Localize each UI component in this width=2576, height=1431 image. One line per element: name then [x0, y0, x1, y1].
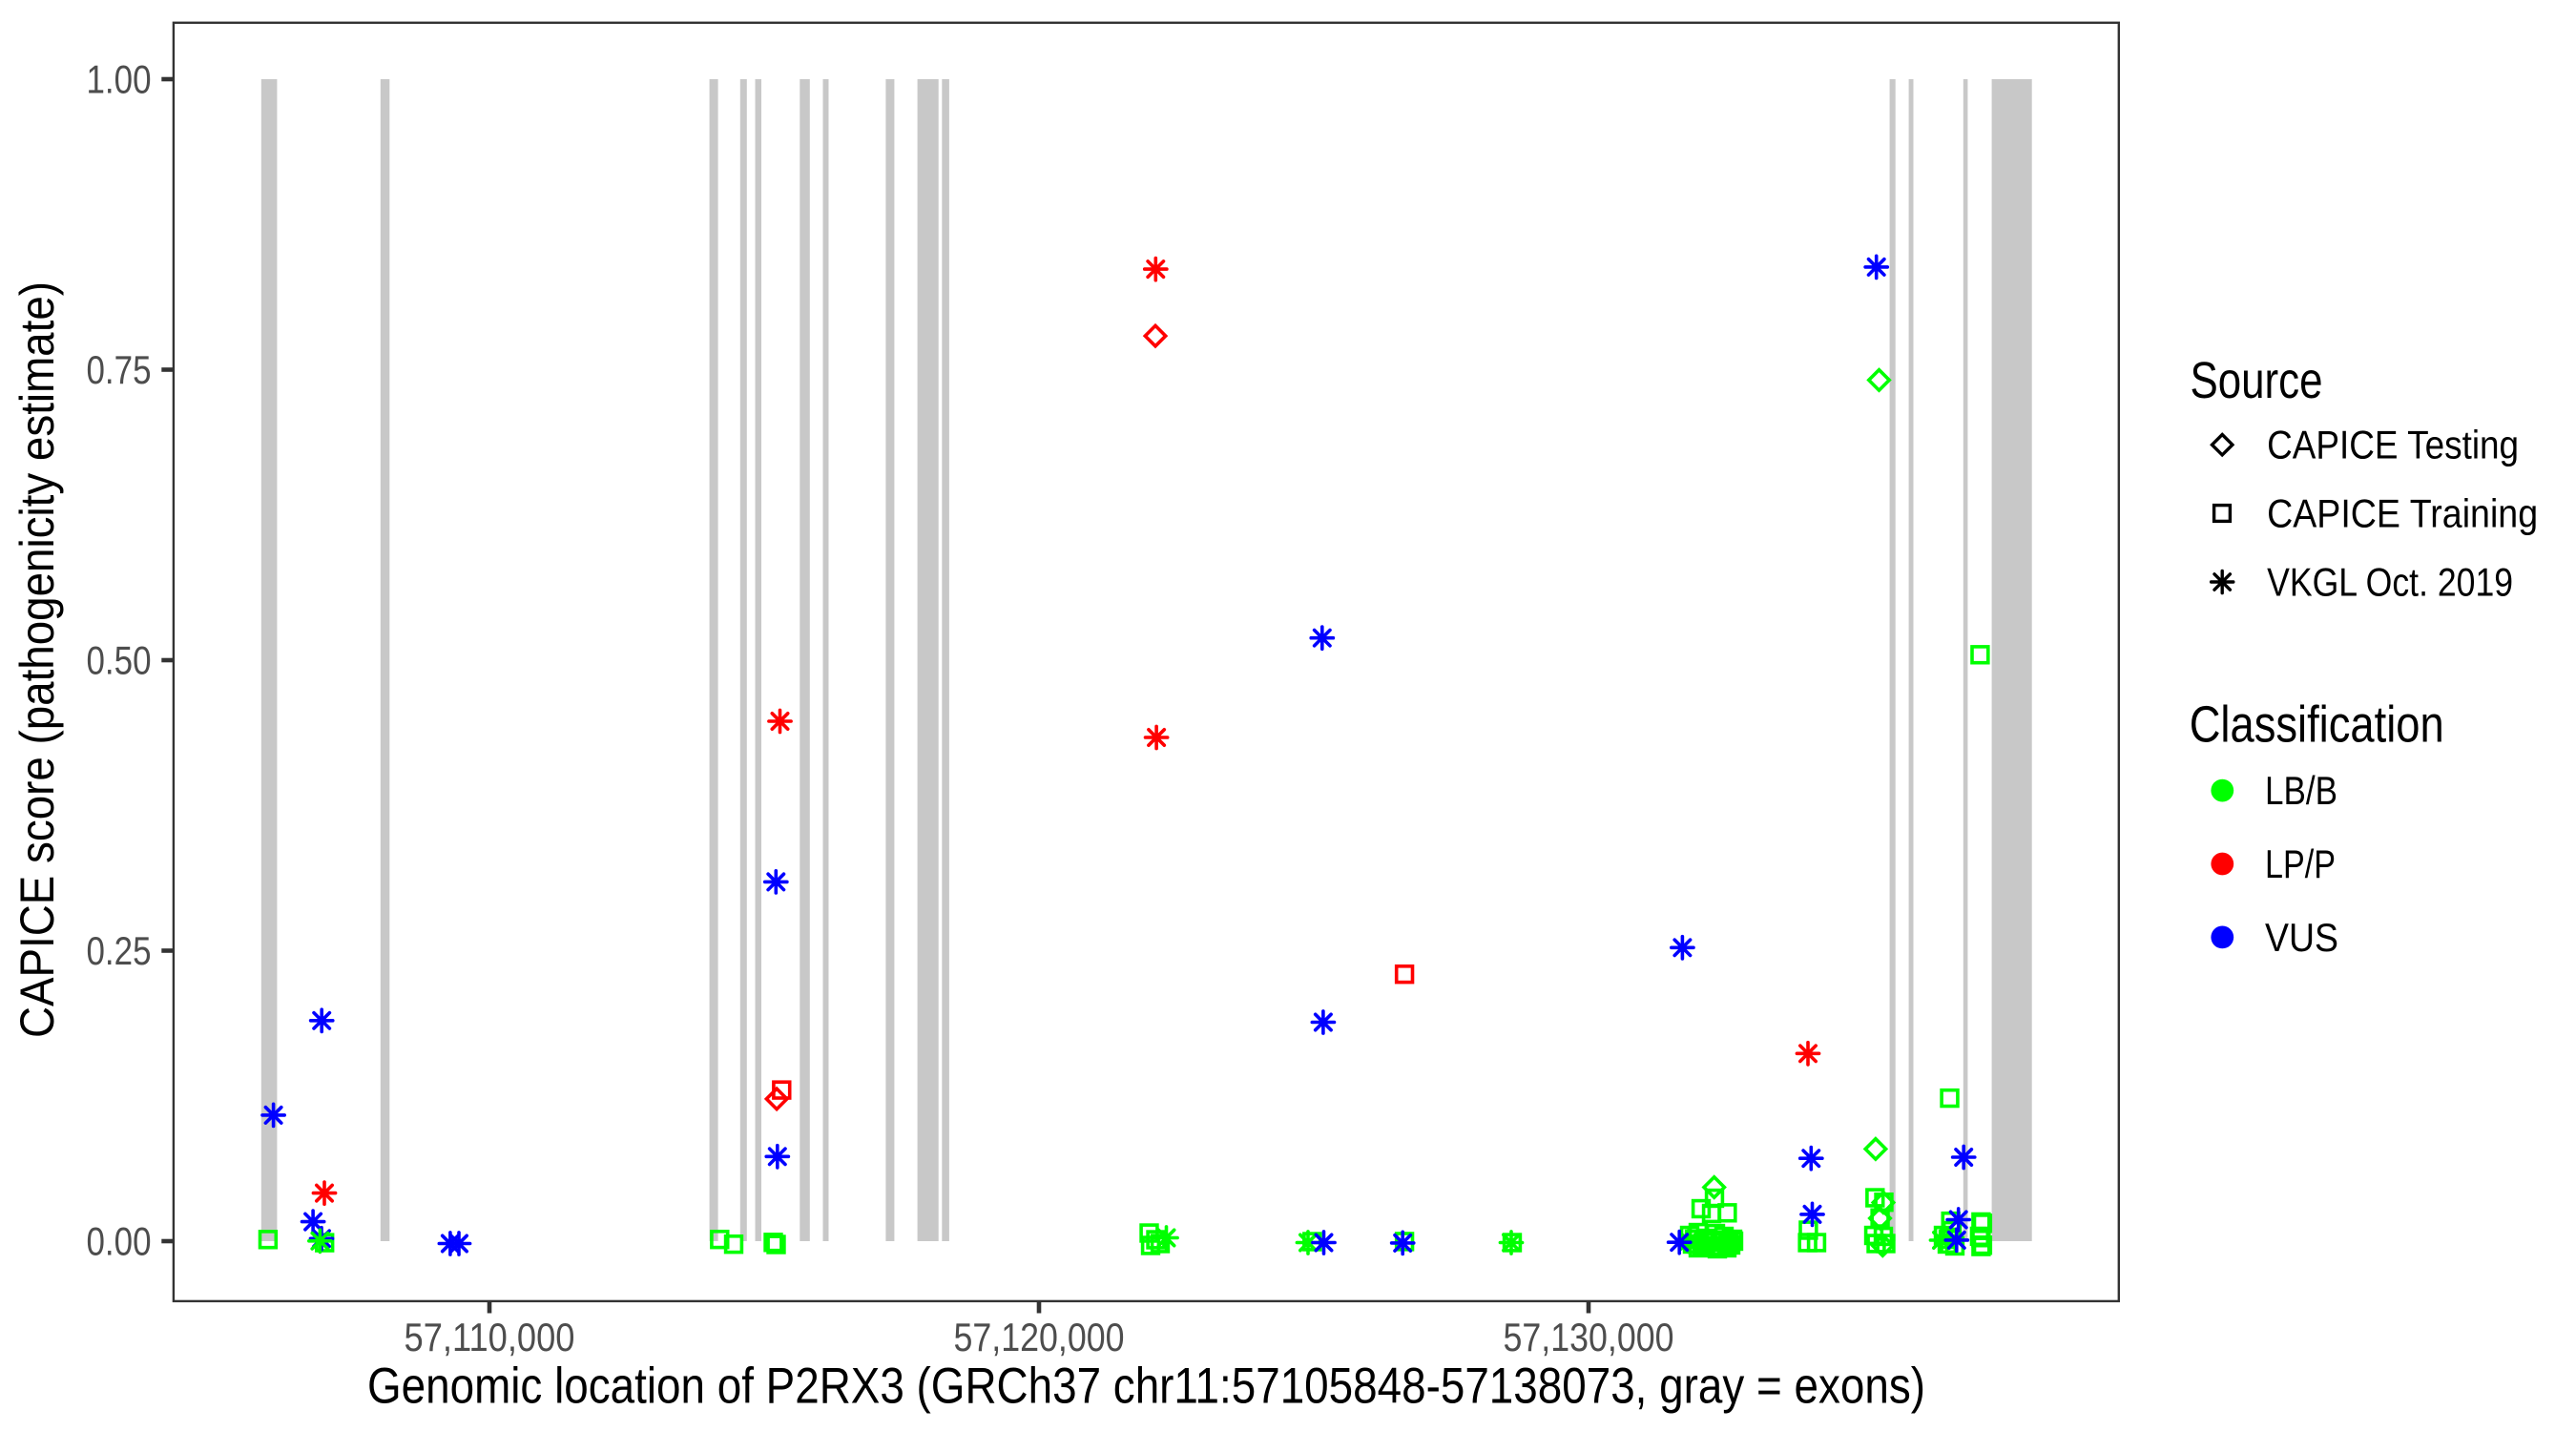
svg-text:0.00: 0.00 — [87, 1219, 152, 1264]
svg-text:LB/B: LB/B — [2265, 768, 2337, 813]
svg-text:0.50: 0.50 — [87, 638, 152, 683]
svg-text:Source: Source — [2191, 352, 2323, 409]
svg-text:VKGL Oct. 2019: VKGL Oct. 2019 — [2267, 560, 2513, 605]
svg-text:57,110,000: 57,110,000 — [405, 1315, 575, 1359]
svg-text:Genomic location of P2RX3 (GRC: Genomic location of P2RX3 (GRCh37 chr11:… — [367, 1358, 1925, 1414]
svg-text:57,130,000: 57,130,000 — [1504, 1315, 1674, 1359]
svg-text:0.75: 0.75 — [87, 347, 152, 392]
svg-text:Classification: Classification — [2190, 696, 2444, 754]
svg-text:CAPICE score (pathogenicity es: CAPICE score (pathogenicity estimate) — [10, 281, 64, 1038]
svg-text:CAPICE Training: CAPICE Training — [2267, 491, 2538, 536]
svg-text:LP/P: LP/P — [2265, 841, 2336, 886]
svg-text:CAPICE Testing: CAPICE Testing — [2267, 423, 2519, 467]
svg-text:1.00: 1.00 — [87, 57, 152, 102]
svg-text:VUS: VUS — [2265, 915, 2338, 960]
svg-text:57,120,000: 57,120,000 — [954, 1315, 1125, 1359]
svg-text:0.25: 0.25 — [87, 928, 152, 973]
